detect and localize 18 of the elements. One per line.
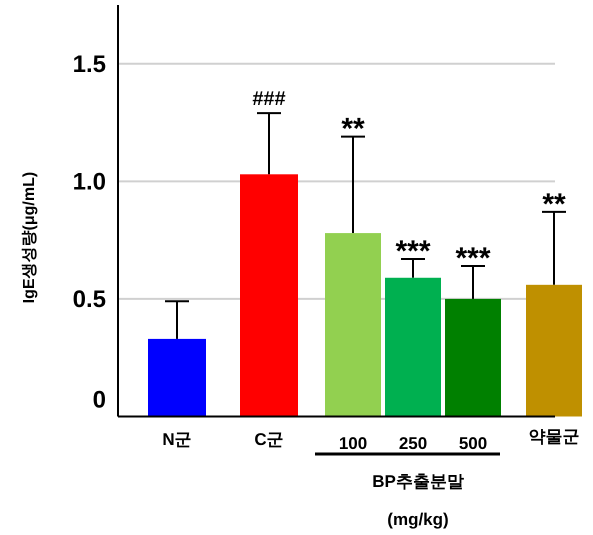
- y-tick-label: 0: [92, 386, 106, 414]
- x-tick-label: C군: [254, 430, 284, 449]
- annotation: ###: [252, 88, 286, 110]
- x-tick-label: 250: [398, 434, 428, 453]
- annotation: ***: [395, 234, 431, 268]
- y-axis-title: IgE생성량(μg/mL): [21, 172, 38, 304]
- text: BP추출분말: [372, 472, 464, 491]
- text: (mg/kg): [387, 510, 449, 529]
- annotation: **: [542, 188, 566, 221]
- y-tick-label: 0.5: [72, 286, 106, 313]
- y-tick-label: 1.0: [72, 168, 106, 196]
- x-tick-label: 500: [458, 434, 488, 453]
- x-tick-label: N군: [162, 430, 192, 449]
- x-tick-label: 100: [338, 434, 368, 453]
- annotation: **: [341, 112, 365, 146]
- annotation: ***: [455, 242, 491, 276]
- y-tick-label: 1.5: [72, 50, 106, 78]
- x-tick-label: 약물군: [528, 427, 580, 446]
